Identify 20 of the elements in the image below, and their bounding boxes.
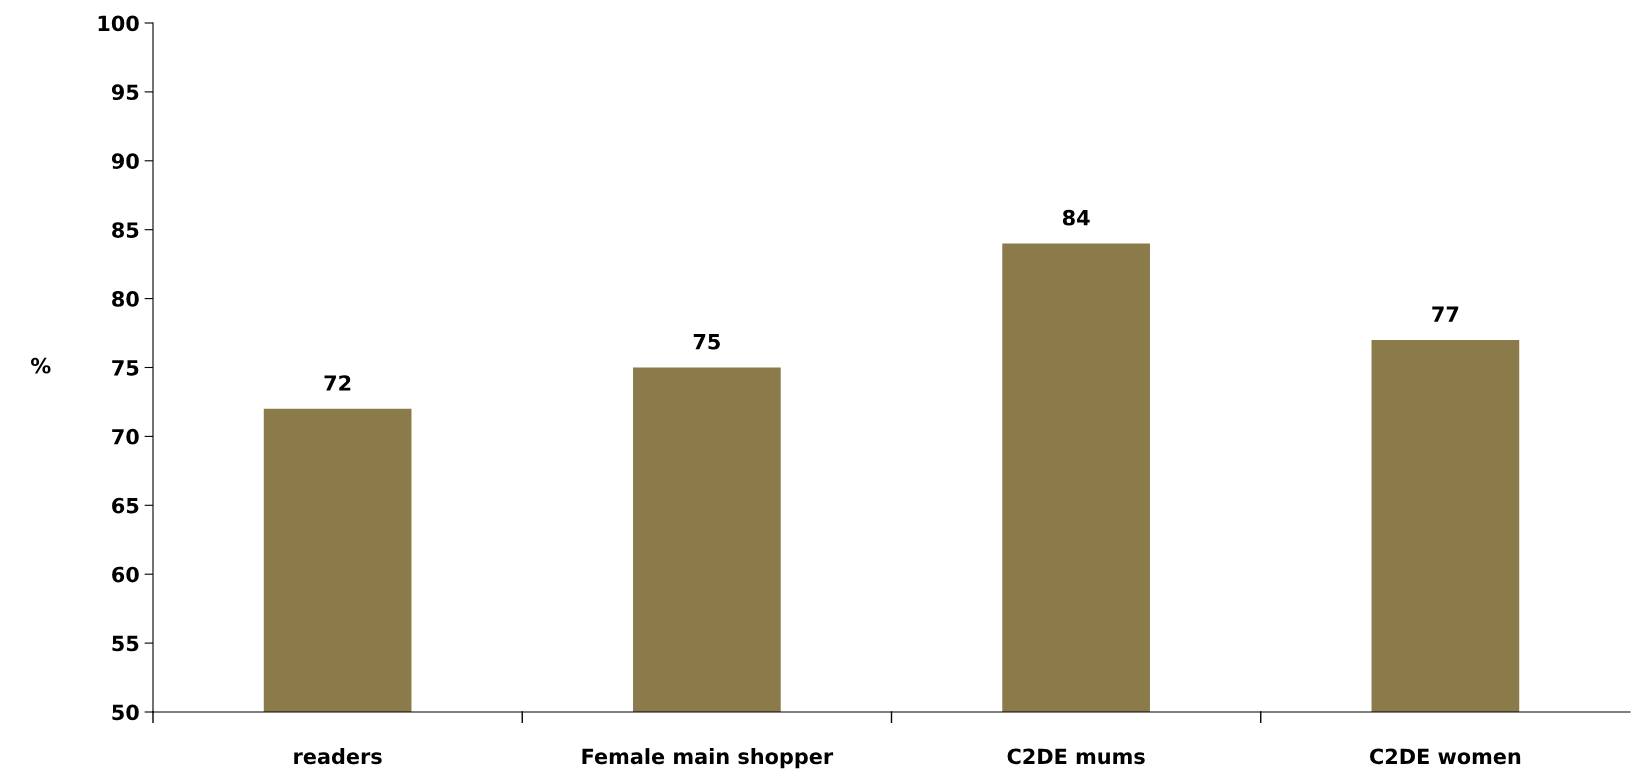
y-tick-label: 95: [111, 84, 139, 101]
x-tick-label: C2DE women: [1370, 748, 1521, 765]
y-tick-label: 65: [112, 497, 139, 514]
y-tick-label: 90: [111, 153, 139, 170]
x-tick-label: C2DE mums: [1007, 748, 1145, 765]
y-tick-label: 50: [112, 704, 139, 721]
y-tick-label: 60: [112, 566, 139, 583]
x-tick-label: readers: [294, 748, 382, 765]
y-tick-label: 75: [112, 360, 139, 376]
x-tick-label: Female main shopper: [582, 748, 834, 769]
y-tick-label: 85: [112, 222, 139, 238]
data-label: 77: [1432, 306, 1459, 322]
y-tick-label: 80: [112, 291, 139, 307]
y-tick-label: 100: [98, 15, 139, 32]
data-label: 72: [324, 375, 351, 391]
data-label: 84: [1062, 209, 1090, 226]
y-tick-label: 70: [112, 428, 139, 445]
y-tick-label: 55: [112, 635, 139, 652]
y-axis-title: %: [31, 357, 51, 374]
data-label: 75: [693, 334, 720, 350]
